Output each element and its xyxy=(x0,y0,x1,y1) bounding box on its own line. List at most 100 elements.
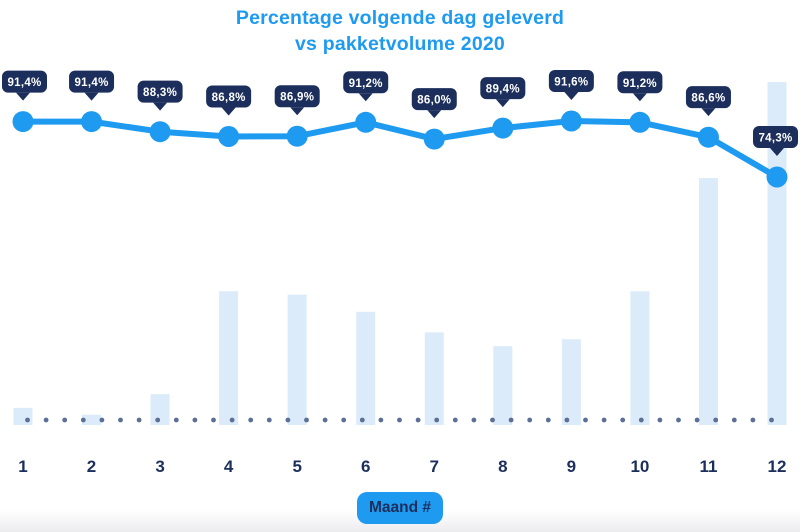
chart-title-line2: vs pakketvolume 2020 xyxy=(295,33,505,55)
data-label-badge xyxy=(753,126,798,149)
baseline-dot xyxy=(676,417,681,423)
baseline-dot xyxy=(155,417,161,423)
x-tick-label: 7 xyxy=(430,457,439,476)
baseline-dot xyxy=(173,417,179,423)
data-label-badge xyxy=(480,77,526,100)
baseline-dot xyxy=(397,417,402,423)
x-axis-title-label: Maand # xyxy=(368,499,432,516)
baseline-dot xyxy=(564,417,570,423)
x-tick-label: 4 xyxy=(224,457,234,476)
chart-title-line1: Percentage volgende dag geleverd xyxy=(235,7,565,29)
volume-bar xyxy=(424,332,444,425)
baseline-dot xyxy=(415,417,421,423)
baseline-dot xyxy=(620,417,626,423)
data-point-marker xyxy=(218,126,240,147)
data-label-badge xyxy=(548,70,594,92)
data-label-badge-tail xyxy=(564,92,579,100)
baseline-dot xyxy=(80,417,86,423)
volume-bar xyxy=(13,407,33,425)
baseline-dot xyxy=(713,417,719,423)
data-label-badge xyxy=(685,86,731,109)
data-label-text: 89,4% xyxy=(486,84,520,96)
volume-bar xyxy=(82,414,102,425)
data-label-badge xyxy=(274,85,320,108)
baseline-dot xyxy=(248,417,254,423)
data-label-badge-tail xyxy=(153,102,168,111)
data-point-marker xyxy=(629,111,651,133)
baseline-dot xyxy=(266,417,272,423)
baseline-dot xyxy=(211,417,216,423)
data-label-badge-tail xyxy=(290,107,305,116)
baseline-dot xyxy=(731,417,737,423)
data-label-text: 91,4% xyxy=(7,77,41,89)
baseline-dot xyxy=(118,417,123,423)
data-label-text: 88,3% xyxy=(143,87,177,99)
baseline-dot xyxy=(322,417,328,423)
percentage-line xyxy=(20,118,780,180)
baseline-dot xyxy=(508,417,514,423)
data-label-badge-tail xyxy=(221,107,236,116)
baseline-dot xyxy=(638,417,644,423)
data-label-badge xyxy=(69,70,115,93)
baseline-dot xyxy=(750,417,756,423)
volume-bar xyxy=(287,294,307,425)
x-tick-label: 9 xyxy=(567,457,576,476)
baseline-dot xyxy=(452,417,458,423)
data-point-marker xyxy=(492,117,514,139)
data-label-text: 91,4% xyxy=(74,77,108,89)
baseline-dot xyxy=(378,417,384,423)
baseline-dot xyxy=(285,417,291,423)
chart-title: Percentage volgende dag geleverd vs pakk… xyxy=(0,5,800,57)
volume-bar xyxy=(150,394,170,425)
baseline-dot xyxy=(192,417,198,423)
x-axis-title-badge: Maand # xyxy=(356,492,444,524)
data-label-text: 86,8% xyxy=(212,92,246,104)
x-tick-label: 11 xyxy=(699,457,717,476)
baseline-dot xyxy=(62,417,68,423)
baseline-dot xyxy=(583,417,588,423)
x-tick-label: 3 xyxy=(155,457,164,476)
x-tick-label: 5 xyxy=(292,457,301,476)
baseline-dot xyxy=(769,417,774,423)
volume-bar xyxy=(356,311,376,425)
x-tick-label: 10 xyxy=(630,457,649,476)
data-label-text: 86,9% xyxy=(280,92,314,104)
baseline-dot xyxy=(359,417,365,423)
baseline-dot xyxy=(527,417,533,423)
data-label-badge-tail xyxy=(427,110,442,119)
baseline-dot xyxy=(99,417,105,423)
baseline-dot xyxy=(229,417,235,423)
data-label-badge-tail xyxy=(495,99,510,108)
data-point-marker xyxy=(12,111,34,133)
baseline-dot xyxy=(471,417,477,423)
baseline-dot xyxy=(434,417,440,423)
volume-bar xyxy=(493,346,513,425)
baseline-dot xyxy=(304,417,309,423)
x-tick-label: 1 xyxy=(18,457,27,476)
data-label-badge xyxy=(137,80,183,103)
data-point-marker xyxy=(697,126,719,148)
data-label-text: 86,0% xyxy=(417,95,451,107)
data-label-badge-tail xyxy=(701,108,716,117)
data-label-text: 91,2% xyxy=(349,78,383,90)
data-label-badge xyxy=(343,71,389,94)
x-tick-label: 2 xyxy=(87,457,96,476)
data-label-badge-tail xyxy=(770,148,784,157)
data-point-marker xyxy=(355,111,377,133)
data-label-badge xyxy=(617,71,663,94)
data-label-badge-tail xyxy=(16,92,30,101)
baseline-dot xyxy=(545,417,551,423)
volume-bar xyxy=(219,291,239,425)
baseline-dot xyxy=(694,417,700,423)
volume-bar xyxy=(561,339,581,425)
baseline-dot xyxy=(657,417,663,423)
baseline-dot xyxy=(601,417,607,423)
data-label-badge-tail xyxy=(632,93,647,102)
data-label-badge xyxy=(2,70,47,93)
data-label-badge xyxy=(411,88,457,111)
data-label-text: 86,6% xyxy=(691,93,725,105)
data-point-marker xyxy=(766,166,788,188)
data-label-text: 74,3% xyxy=(758,133,792,145)
